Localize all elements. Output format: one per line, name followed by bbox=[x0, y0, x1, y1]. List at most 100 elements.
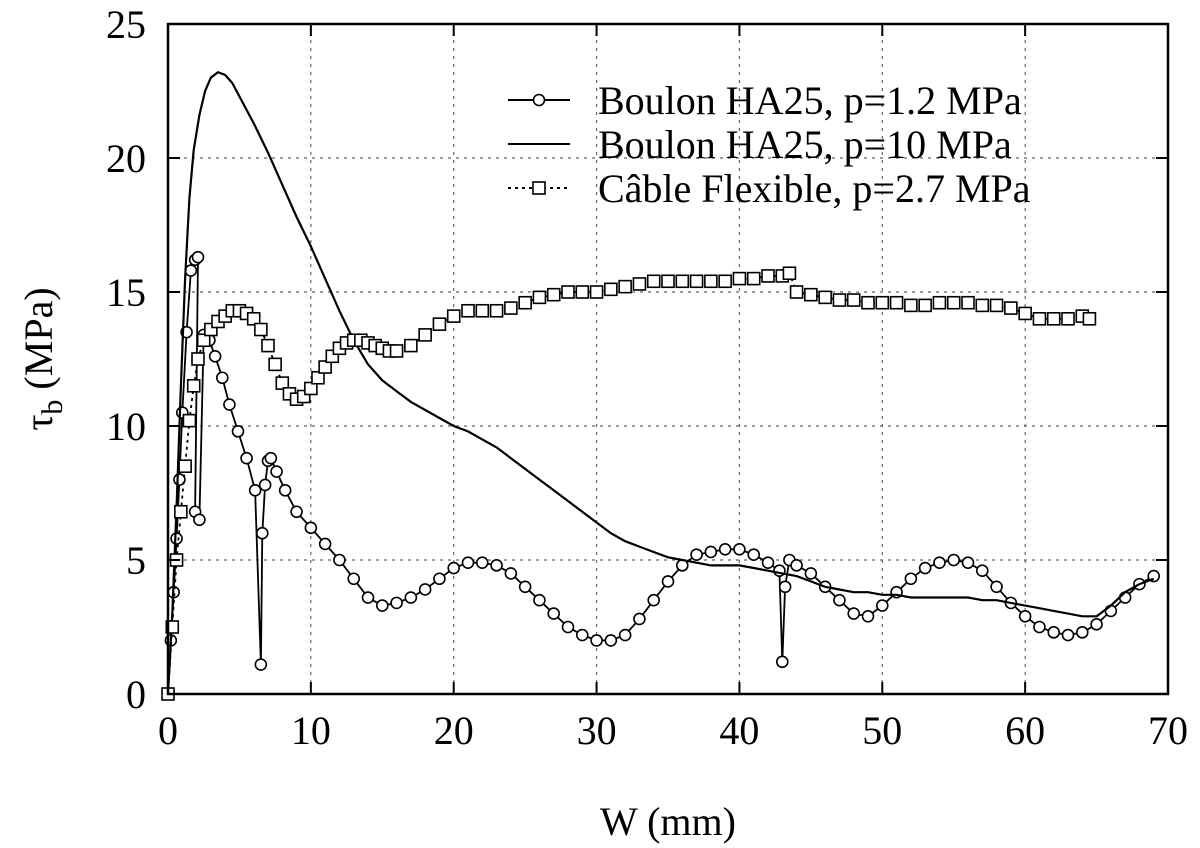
legend-marker bbox=[532, 181, 546, 195]
data-point bbox=[961, 556, 975, 569]
data-point bbox=[547, 607, 561, 620]
series-line bbox=[167, 255, 1155, 695]
data-point bbox=[240, 451, 253, 465]
x-tick-label: 60 bbox=[1005, 708, 1045, 753]
data-point bbox=[447, 561, 461, 575]
data-point bbox=[261, 338, 275, 353]
data-point bbox=[191, 250, 205, 264]
data-point bbox=[832, 293, 847, 307]
data-point bbox=[546, 287, 561, 302]
data-point bbox=[990, 580, 1003, 594]
data-point bbox=[575, 628, 589, 642]
data-point bbox=[646, 274, 661, 289]
data-point bbox=[1047, 626, 1061, 639]
data-point bbox=[361, 591, 375, 604]
x-tick-label: 70 bbox=[1148, 708, 1188, 753]
data-point bbox=[223, 398, 236, 411]
data-point bbox=[918, 561, 932, 575]
data-point bbox=[215, 371, 229, 385]
data-point bbox=[290, 505, 303, 519]
legend-entry-3: Câble Flexible, p=2.7 MPa bbox=[508, 166, 1031, 211]
data-point bbox=[590, 634, 603, 647]
data-point bbox=[789, 285, 804, 299]
data-point bbox=[975, 564, 989, 578]
data-point bbox=[1104, 604, 1118, 618]
data-point bbox=[875, 295, 890, 310]
data-point bbox=[1018, 306, 1032, 321]
data-point bbox=[186, 378, 201, 393]
data-point bbox=[847, 607, 861, 620]
data-point bbox=[918, 298, 932, 313]
data-point bbox=[818, 290, 832, 305]
data-point bbox=[1018, 609, 1032, 623]
data-point bbox=[718, 274, 732, 289]
data-point bbox=[246, 311, 261, 326]
data-point bbox=[746, 271, 761, 286]
data-point bbox=[889, 295, 904, 310]
data-point bbox=[1061, 628, 1075, 642]
data-point bbox=[268, 357, 282, 372]
series-line bbox=[166, 70, 1155, 695]
data-point bbox=[561, 620, 575, 634]
legend-marker bbox=[532, 93, 546, 107]
data-point bbox=[661, 575, 675, 588]
data-point bbox=[632, 277, 647, 291]
x-tick-label: 50 bbox=[862, 708, 902, 753]
data-point bbox=[675, 274, 690, 289]
data-point bbox=[1075, 626, 1089, 639]
data-point bbox=[904, 572, 918, 586]
data-point bbox=[604, 282, 618, 297]
data-point bbox=[418, 583, 432, 596]
x-tick-label: 30 bbox=[577, 708, 617, 753]
data-point bbox=[311, 370, 325, 385]
data-point bbox=[775, 655, 789, 669]
data-point bbox=[833, 593, 846, 607]
data-point bbox=[861, 295, 875, 310]
data-point bbox=[761, 556, 775, 569]
data-point bbox=[231, 425, 245, 438]
data-point bbox=[208, 350, 222, 363]
axis-ticks: 0 10 20 30 40 50 60 70 0 5 10 15 20 25 bbox=[106, 2, 1188, 753]
data-point bbox=[875, 599, 889, 612]
data-point bbox=[633, 612, 646, 626]
data-point bbox=[504, 301, 518, 315]
y-tick-label: 20 bbox=[106, 136, 146, 181]
data-point bbox=[589, 285, 604, 299]
data-point bbox=[270, 465, 283, 478]
data-point bbox=[604, 634, 618, 647]
series-1 bbox=[161, 250, 1161, 701]
data-point bbox=[804, 567, 818, 580]
data-point bbox=[904, 298, 918, 313]
data-point bbox=[347, 572, 361, 586]
data-point bbox=[932, 295, 947, 310]
data-point bbox=[178, 459, 192, 474]
data-point bbox=[704, 545, 718, 559]
data-point bbox=[732, 271, 747, 286]
data-point bbox=[1061, 311, 1075, 326]
x-tick-label: 10 bbox=[291, 708, 331, 753]
data-point bbox=[182, 413, 197, 428]
data-point bbox=[418, 328, 432, 342]
data-point bbox=[248, 484, 262, 497]
x-tick-label: 40 bbox=[719, 708, 759, 753]
data-point bbox=[475, 556, 489, 569]
data-point bbox=[404, 591, 418, 604]
data-point bbox=[618, 628, 632, 642]
data-point bbox=[1082, 311, 1097, 326]
y-axis-title: τb (MPa) bbox=[16, 287, 69, 430]
data-point bbox=[1004, 301, 1018, 315]
y-tick-label: 15 bbox=[106, 270, 146, 315]
data-point bbox=[618, 279, 632, 294]
data-point bbox=[1090, 618, 1103, 631]
legend-label: Câble Flexible, p=2.7 MPa bbox=[598, 166, 1031, 211]
data-point bbox=[461, 303, 475, 318]
data-point bbox=[1046, 311, 1061, 326]
legend-label: Boulon HA25, p=1.2 MPa bbox=[598, 78, 1022, 123]
data-point bbox=[504, 567, 518, 580]
data-point bbox=[258, 478, 272, 492]
data-point bbox=[989, 298, 1004, 313]
data-point bbox=[846, 293, 861, 307]
data-point bbox=[733, 542, 746, 556]
